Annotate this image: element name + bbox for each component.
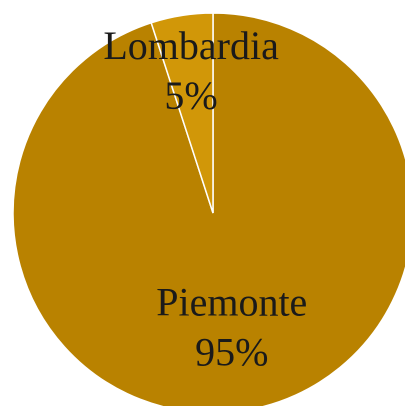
slice-label: Piemonte bbox=[156, 280, 307, 325]
slice-value-label: 5% bbox=[164, 73, 217, 118]
slice-value-label: 95% bbox=[195, 330, 268, 375]
pie-slice bbox=[12, 12, 405, 406]
pie-slice bbox=[150, 12, 214, 214]
slice-label: Lombardia bbox=[103, 23, 279, 68]
